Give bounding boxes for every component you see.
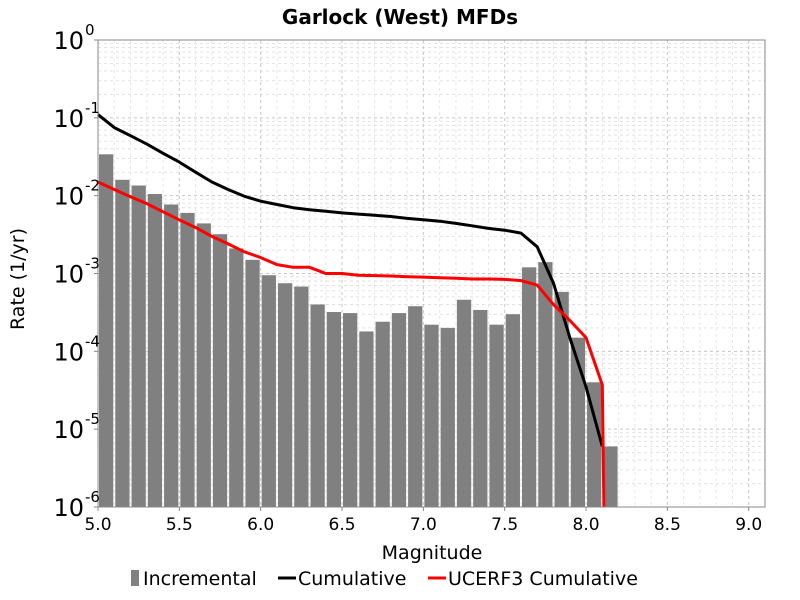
y-tick-exponent: -2 xyxy=(85,177,100,195)
incremental-bar xyxy=(587,382,602,507)
incremental-bar xyxy=(294,286,309,507)
x-tick-label: 7.0 xyxy=(410,515,437,535)
incremental-bars xyxy=(99,154,618,508)
y-tick-label: 10 xyxy=(53,416,84,444)
x-tick-label: 8.5 xyxy=(654,515,681,535)
incremental-bar xyxy=(245,259,260,507)
legend: Incremental Cumulative UCERF3 Cumulative xyxy=(131,568,638,590)
legend-label-ucerf3: UCERF3 Cumulative xyxy=(448,568,638,590)
incremental-bar xyxy=(391,313,407,507)
incremental-bar xyxy=(440,327,455,507)
incremental-bar xyxy=(343,313,358,507)
incremental-bar xyxy=(473,309,488,507)
incremental-bar xyxy=(261,275,276,507)
incremental-bar xyxy=(505,314,520,507)
incremental-bar xyxy=(131,185,146,508)
x-tick-label: 7.5 xyxy=(491,515,518,535)
y-tick-label: 10 xyxy=(53,261,84,289)
cumulative-line xyxy=(97,113,604,447)
incremental-bar xyxy=(115,179,130,507)
ucerf3-cumulative-line xyxy=(97,180,606,508)
incremental-bar xyxy=(603,446,618,507)
x-tick-label: 9.0 xyxy=(735,515,762,535)
incremental-bar xyxy=(554,291,569,507)
incremental-bar xyxy=(538,262,553,507)
incremental-bar xyxy=(521,267,537,507)
incremental-bar xyxy=(570,337,586,507)
y-tick-exponent: -5 xyxy=(85,410,100,428)
incremental-bar xyxy=(424,324,439,507)
y-tick-exponent: -1 xyxy=(85,99,100,117)
incremental-bar xyxy=(359,331,374,507)
incremental-bar xyxy=(408,306,423,507)
incremental-bar xyxy=(99,154,114,507)
y-tick-label: 10 xyxy=(53,494,84,522)
incremental-bar xyxy=(456,299,472,507)
incremental-bar xyxy=(326,312,342,507)
x-tick-label: 8.0 xyxy=(573,515,600,535)
x-axis-ticks: 5.0 5.5 6.0 6.5 7.0 7.5 8.0 8.5 9.0 xyxy=(84,507,762,535)
cumulative-lines xyxy=(97,113,606,508)
y-axis-label: Rate (1/yr) xyxy=(7,228,29,330)
y-tick-exponent: 0 xyxy=(85,21,95,39)
y-tick-label: 10 xyxy=(53,183,84,211)
y-tick-label: 10 xyxy=(53,105,84,133)
legend-label-incremental: Incremental xyxy=(143,568,257,590)
y-tick-label: 10 xyxy=(53,27,84,55)
incremental-bar xyxy=(375,321,390,507)
x-axis-label: Magnitude xyxy=(382,542,483,564)
y-tick-exponent: -6 xyxy=(85,488,100,506)
x-tick-label: 6.0 xyxy=(247,515,274,535)
y-tick-exponent: -4 xyxy=(85,332,100,350)
y-tick-label: 10 xyxy=(53,338,84,366)
y-tick-exponent: -3 xyxy=(85,255,100,273)
incremental-bar xyxy=(180,212,195,507)
incremental-bar xyxy=(164,204,179,507)
incremental-bar xyxy=(310,304,325,507)
x-tick-label: 5.5 xyxy=(166,515,193,535)
incremental-bar xyxy=(212,234,228,507)
incremental-bar xyxy=(277,283,293,507)
incremental-bar xyxy=(147,194,163,507)
incremental-bar xyxy=(489,324,504,507)
chart-title: Garlock (West) MFDs xyxy=(282,5,518,29)
legend-label-cumulative: Cumulative xyxy=(298,568,406,590)
x-tick-label: 5.0 xyxy=(84,515,111,535)
legend-swatch-incremental xyxy=(131,570,139,586)
x-tick-label: 6.5 xyxy=(329,515,356,535)
incremental-bar xyxy=(196,223,211,507)
incremental-bar xyxy=(229,248,244,507)
